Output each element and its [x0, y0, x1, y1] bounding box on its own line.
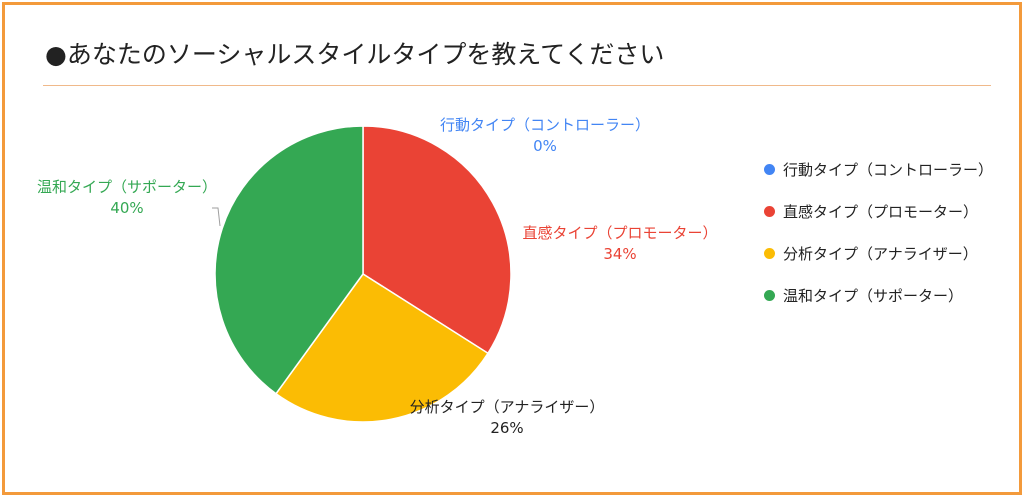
slice-percent-2: 34% — [603, 245, 636, 263]
slice-label-1: 行動タイプ（コントローラー） — [440, 116, 650, 134]
legend-dot-icon — [764, 163, 775, 175]
pie-slice-2 — [362, 125, 512, 355]
slice-label-4: 温和タイプ（サポーター） — [37, 178, 217, 196]
legend-label: 温和タイプ（サポーター） — [783, 286, 964, 305]
chart-title: ●あなたのソーシャルスタイルタイプを教えてください — [45, 40, 665, 69]
legend-dot-icon — [764, 205, 775, 217]
legend-item-4: 温和タイプ（サポーター） — [764, 274, 993, 316]
legend-item-3: 分析タイプ（アナライザー） — [764, 232, 993, 274]
legend-item-1: 行動タイプ（コントローラー） — [764, 148, 993, 190]
legend-label: 行動タイプ（コントローラー） — [783, 160, 994, 179]
title-divider — [43, 85, 991, 86]
legend-item-2: 直感タイプ（プロモーター） — [764, 190, 993, 232]
slice-percent-3: 26% — [490, 419, 523, 437]
pie-slice-4 — [214, 125, 364, 395]
label-leader-line — [212, 207, 221, 227]
slice-percent-4: 40% — [110, 199, 143, 217]
legend-label: 直感タイプ（プロモーター） — [783, 202, 979, 221]
legend-label: 分析タイプ（アナライザー） — [783, 244, 978, 263]
legend-dot-icon — [764, 247, 775, 259]
slice-percent-1: 0% — [533, 137, 557, 155]
pie-slice-3 — [274, 272, 489, 423]
slice-label-2: 直感タイプ（プロモーター） — [522, 224, 717, 242]
slice-label-3: 分析タイプ（アナライザー） — [410, 398, 605, 416]
legend-dot-icon — [764, 289, 775, 301]
chart-legend: 行動タイプ（コントローラー） 直感タイプ（プロモーター） 分析タイプ（アナライザー）… — [764, 148, 993, 316]
